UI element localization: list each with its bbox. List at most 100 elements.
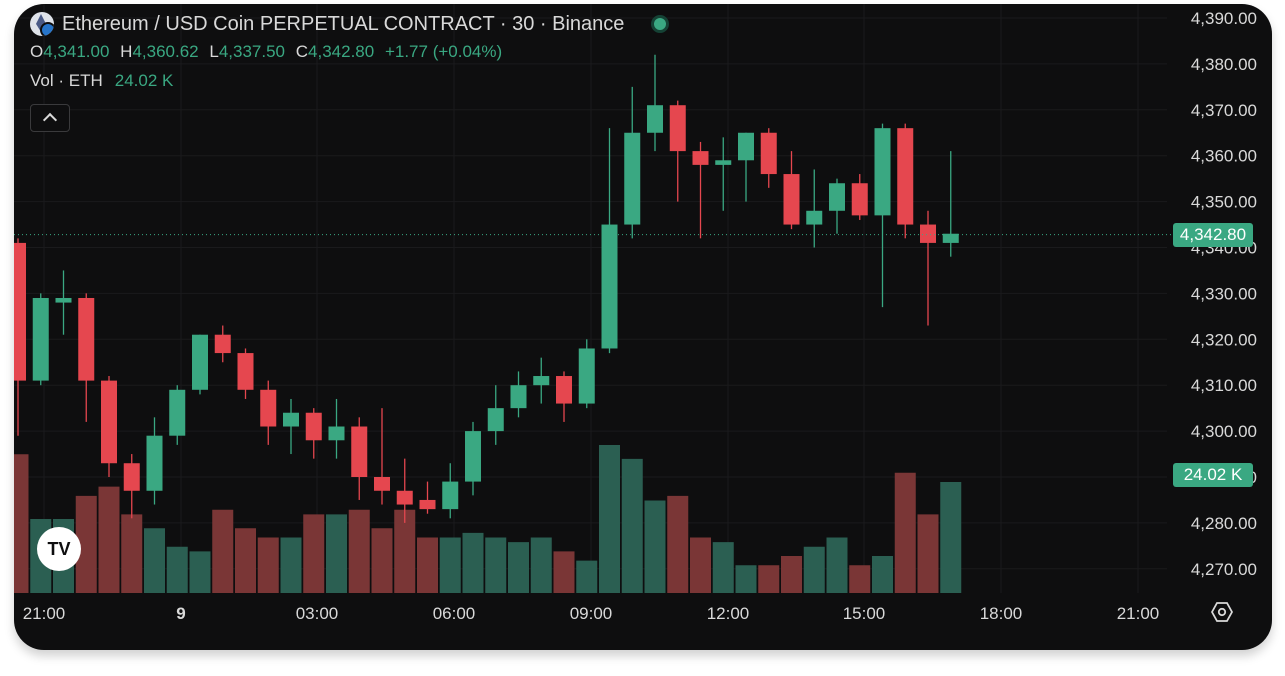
volume-bar: [553, 551, 575, 593]
volume-bar: [75, 495, 97, 593]
x-axis-tick-label: 06:00: [433, 604, 476, 623]
candle-body: [146, 435, 163, 491]
y-axis-tick-label: 4,310.00: [1191, 376, 1257, 395]
y-axis-tick-label: 4,390.00: [1191, 9, 1257, 28]
y-axis-tick-label: 4,270.00: [1191, 560, 1257, 579]
volume-bar: [14, 454, 29, 593]
x-axis-tick-label: 12:00: [707, 604, 750, 623]
candle-body: [715, 160, 732, 165]
candle-body: [897, 128, 914, 225]
high-label: H: [120, 42, 133, 61]
volume-bar: [690, 537, 711, 593]
volume-bar: [644, 500, 666, 593]
volume-bar: [235, 528, 256, 593]
candle-body: [647, 105, 663, 133]
candle-body: [55, 297, 72, 303]
volume-bar: [166, 546, 188, 593]
market-open-status-icon: [654, 18, 667, 30]
collapse-legend-button[interactable]: [30, 104, 70, 132]
candle-body: [283, 412, 299, 427]
candle-body: [101, 380, 117, 464]
x-axis-tick-label: 21:00: [23, 604, 66, 623]
candle-body: [237, 353, 254, 390]
volume-bar: [257, 537, 279, 593]
candle-body: [851, 183, 868, 216]
candle-body: [260, 389, 277, 427]
volume-bar: [371, 528, 393, 593]
candle-body: [214, 334, 231, 354]
candle-body: [829, 183, 845, 211]
x-axis-tick-label: 18:00: [980, 604, 1023, 623]
volume-bar: [439, 537, 461, 593]
y-axis-tick-label: 4,370.00: [1191, 101, 1257, 120]
y-axis-tick-label: 4,350.00: [1191, 193, 1257, 212]
open-label: O: [30, 42, 44, 61]
volume-bar: [508, 542, 529, 593]
volume-bar: [348, 509, 370, 593]
symbol-title[interactable]: Ethereum / USD Coin PERPETUAL CONTRACT ·…: [62, 12, 625, 35]
candle-body: [442, 481, 459, 510]
candle-body: [419, 499, 436, 510]
volume-bar: [530, 537, 552, 593]
volume-value: 24.02 K: [114, 71, 174, 90]
volume-bar: [576, 560, 598, 593]
change-value: +1.77 (+0.04%): [384, 42, 503, 61]
volume-bar: [599, 445, 620, 593]
chart-window: 4,270.004,280.004,290.004,300.004,310.00…: [14, 4, 1272, 650]
eth-usdc-coin-icon: [30, 12, 54, 36]
volume-bar: [803, 546, 825, 593]
candle-body: [806, 210, 823, 225]
candle-body: [601, 224, 618, 349]
volume-bar: [462, 532, 484, 593]
last-volume-tag: 24.02 K: [1173, 463, 1253, 487]
y-axis-tick-label: 4,330.00: [1191, 284, 1257, 303]
candle-body: [624, 132, 641, 225]
volume-label: Vol · ETH: [30, 71, 103, 90]
volume-bar: [940, 482, 962, 593]
candle-body: [328, 426, 345, 441]
volume-bar: [280, 537, 302, 593]
logo-text: TV: [47, 538, 71, 559]
volume-bar: [735, 565, 757, 593]
volume-bar: [144, 528, 165, 593]
volume-bar: [872, 556, 893, 593]
tradingview-logo[interactable]: TV: [37, 527, 81, 571]
volume-bar: [917, 514, 939, 593]
candle-body: [942, 233, 959, 243]
close-label: C: [295, 42, 309, 61]
volume-bar: [894, 472, 916, 593]
candle-body: [396, 490, 413, 505]
ohlc-legend: O4,341.00 H4,360.62 L4,337.50 C4,342.80 …: [30, 42, 508, 62]
close-value: 4,342.80: [308, 42, 375, 61]
candle-body: [14, 242, 26, 381]
high-value: 4,360.62: [132, 42, 199, 61]
candlestick-chart[interactable]: 4,270.004,280.004,290.004,300.004,310.00…: [14, 4, 1272, 650]
settings-icon[interactable]: [1211, 601, 1233, 623]
volume-bar: [758, 565, 780, 593]
open-value: 4,341.00: [43, 42, 110, 61]
chart-header: Ethereum / USD Coin PERPETUAL CONTRACT ·…: [30, 12, 667, 36]
volume-bar: [121, 514, 143, 593]
x-axis-tick-label: 09:00: [570, 604, 613, 623]
candle-body: [192, 334, 208, 390]
candle-body: [533, 376, 550, 386]
volume-legend: Vol · ETH 24.02 K: [30, 71, 173, 91]
volume-bar: [826, 537, 848, 593]
volume-bar: [485, 537, 507, 593]
y-axis-tick-label: 4,300.00: [1191, 422, 1257, 441]
volume-bar: [326, 514, 347, 593]
candle-body: [305, 412, 322, 441]
candle-body: [783, 174, 800, 225]
chevron-up-icon: [42, 112, 58, 128]
volume-bar: [712, 542, 734, 593]
candle-body: [738, 132, 754, 161]
x-axis-tick-label: 15:00: [843, 604, 886, 623]
y-axis-tick-label: 4,360.00: [1191, 147, 1257, 166]
volume-bar: [394, 509, 416, 593]
candle-body: [760, 132, 777, 175]
y-axis-tick-label: 4,380.00: [1191, 55, 1257, 74]
volume-bar: [98, 486, 120, 593]
candle-body: [78, 297, 95, 381]
candle-body: [920, 224, 936, 243]
candle-body: [169, 389, 186, 436]
